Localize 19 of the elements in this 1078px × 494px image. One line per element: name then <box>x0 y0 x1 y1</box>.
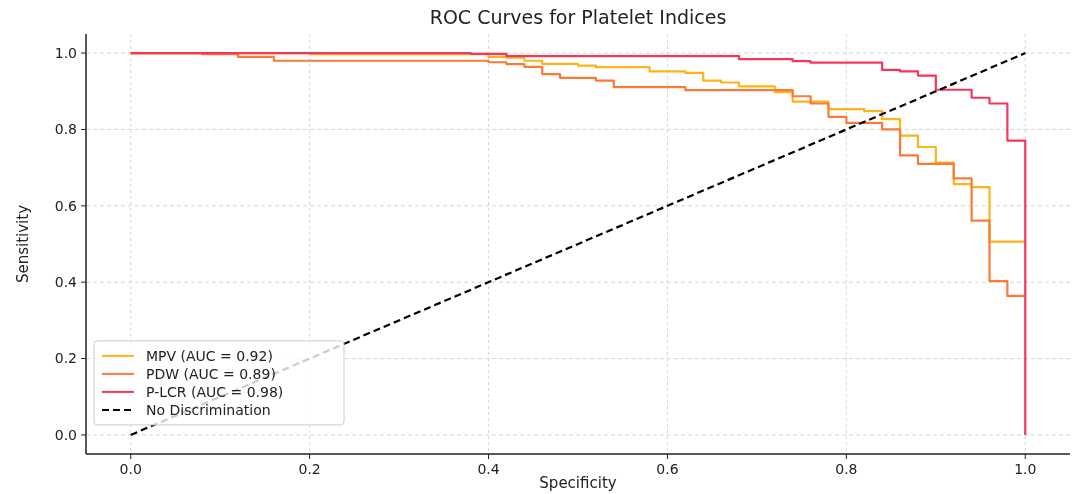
x-tick-label: 1.0 <box>1014 461 1037 477</box>
legend-label: P-LCR (AUC = 0.98) <box>146 383 284 400</box>
x-axis-title: Specificity <box>539 474 617 492</box>
y-tick-label: 0.4 <box>54 274 78 291</box>
legend-label: No Discrimination <box>146 401 271 418</box>
x-tick-label: 0.2 <box>298 461 321 477</box>
x-tick-label: 0.6 <box>656 461 679 477</box>
legend-label: MPV (AUC = 0.92) <box>146 347 273 364</box>
legend-label: PDW (AUC = 0.89) <box>146 365 276 382</box>
x-tick-label: 0.4 <box>477 461 500 477</box>
y-tick-label: 0.0 <box>54 426 77 443</box>
chart-title: ROC Curves for Platelet Indices <box>429 6 727 28</box>
y-tick-label: 0.8 <box>54 121 77 138</box>
x-tick-label: 0.8 <box>835 461 858 477</box>
y-tick-label: 1.0 <box>54 44 77 61</box>
y-tick-label: 0.6 <box>54 197 78 214</box>
y-axis-title: Sensitivity <box>14 204 32 284</box>
y-tick-label: 0.2 <box>54 350 77 367</box>
x-tick-label: 0.0 <box>119 461 142 477</box>
